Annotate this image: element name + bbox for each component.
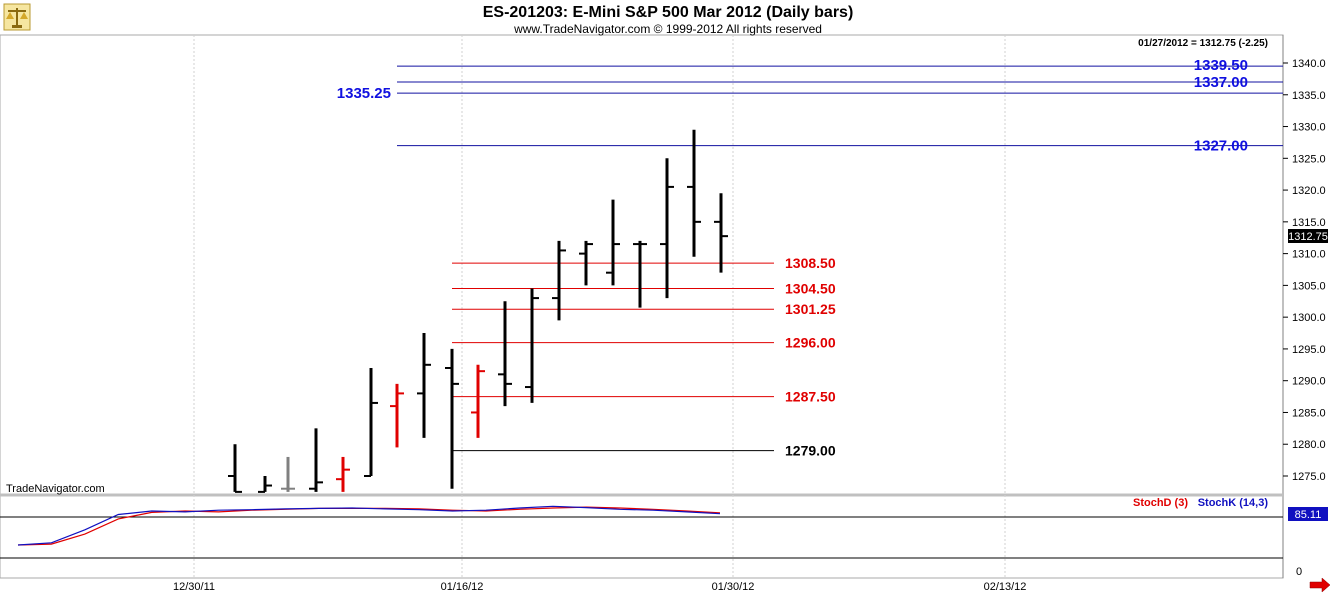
price-tick-label: 1305.0 [1292,280,1326,292]
level-label: 1339.50 [1194,57,1248,74]
last-price-label: 1312.75 [1288,231,1328,243]
date-axis: 12/30/11 01/16/12 01/30/12 02/13/12 [173,581,1026,593]
ohlc-bar [498,301,512,407]
price-tick-label: 1275.0 [1292,471,1326,483]
stoch-value-label: 85.11 [1295,509,1322,521]
stoch-value-box [1288,507,1328,521]
ohlc-bar [552,240,566,321]
quote-info: 01/27/2012 = 1312.75 (-2.25) [1138,38,1268,49]
stoch-axis-zero: 0 [1296,566,1302,578]
last-price-box [1288,229,1328,243]
scroll-right-arrow-icon[interactable] [1306,577,1332,593]
ohlc-bar [228,444,242,493]
price-tick-label: 1300.0 [1292,312,1326,324]
page-title: ES-201203: E-Mini S&P 500 Mar 2012 (Dail… [483,4,854,21]
price-tick-label: 1325.0 [1292,153,1326,165]
stoch-d-label: StochD (3) [1133,497,1188,509]
stoch-k-label: StochK (14,3) [1198,497,1269,509]
ohlc-bar [390,383,404,448]
watermark-text: TradeNavigator.com [6,483,105,495]
price-tick-label: 1285.0 [1292,407,1326,419]
level-label: 1337.00 [1194,74,1248,91]
ohlc-bar [471,364,485,438]
price-tick-label: 1295.0 [1292,344,1326,356]
price-bars [228,129,728,493]
level-label: 1301.25 [785,301,836,317]
date-tick-label: 01/16/12 [441,581,484,593]
scales-icon[interactable] [3,3,31,31]
ohlc-bar [633,240,647,308]
date-tick-label: 01/30/12 [712,581,755,593]
price-tick-label: 1315.0 [1292,217,1326,229]
price-tick-label: 1335.0 [1292,90,1326,102]
ohlc-bar [336,456,350,492]
date-tick-label: 12/30/11 [173,581,215,593]
ohlc-bar [525,288,539,403]
date-tick-label: 02/13/12 [984,581,1027,593]
ohlc-bar [714,193,728,273]
price-tick-label: 1290.0 [1292,376,1326,388]
ohlc-bar [687,129,701,257]
level-label: 1335.25 [337,85,391,102]
ohlc-bar [660,158,674,299]
price-tick-label: 1320.0 [1292,185,1326,197]
stochastic-lines [17,505,721,546]
price-tick-label: 1310.0 [1292,249,1326,261]
price-tick-label: 1330.0 [1292,122,1326,134]
stoch-k-line [17,505,721,546]
ohlc-bar [445,348,459,489]
level-label: 1327.00 [1194,138,1248,155]
level-label: 1287.50 [785,389,836,405]
ohlc-bar [258,476,272,493]
price-tick-label: 1340.0 [1292,58,1326,70]
level-label: 1308.50 [785,255,836,271]
copyright-text: www.TradeNavigator.com © 1999-2012 All r… [513,22,822,36]
level-label: 1296.00 [785,335,836,351]
grid-lines [193,35,1006,578]
ohlc-bar [579,240,593,286]
ohlc-bar [309,428,323,492]
ohlc-bar [364,367,378,477]
price-axis: 1275.0 1280.0 1285.0 1290.0 1295.0 1300.0 1305… [1283,58,1326,483]
level-label: 1304.50 [785,281,836,297]
level-label: 1279.00 [785,443,836,459]
price-tick-label: 1280.0 [1292,439,1326,451]
ohlc-bar [281,456,295,492]
ohlc-bar [417,333,431,438]
ohlc-bar [606,199,620,286]
